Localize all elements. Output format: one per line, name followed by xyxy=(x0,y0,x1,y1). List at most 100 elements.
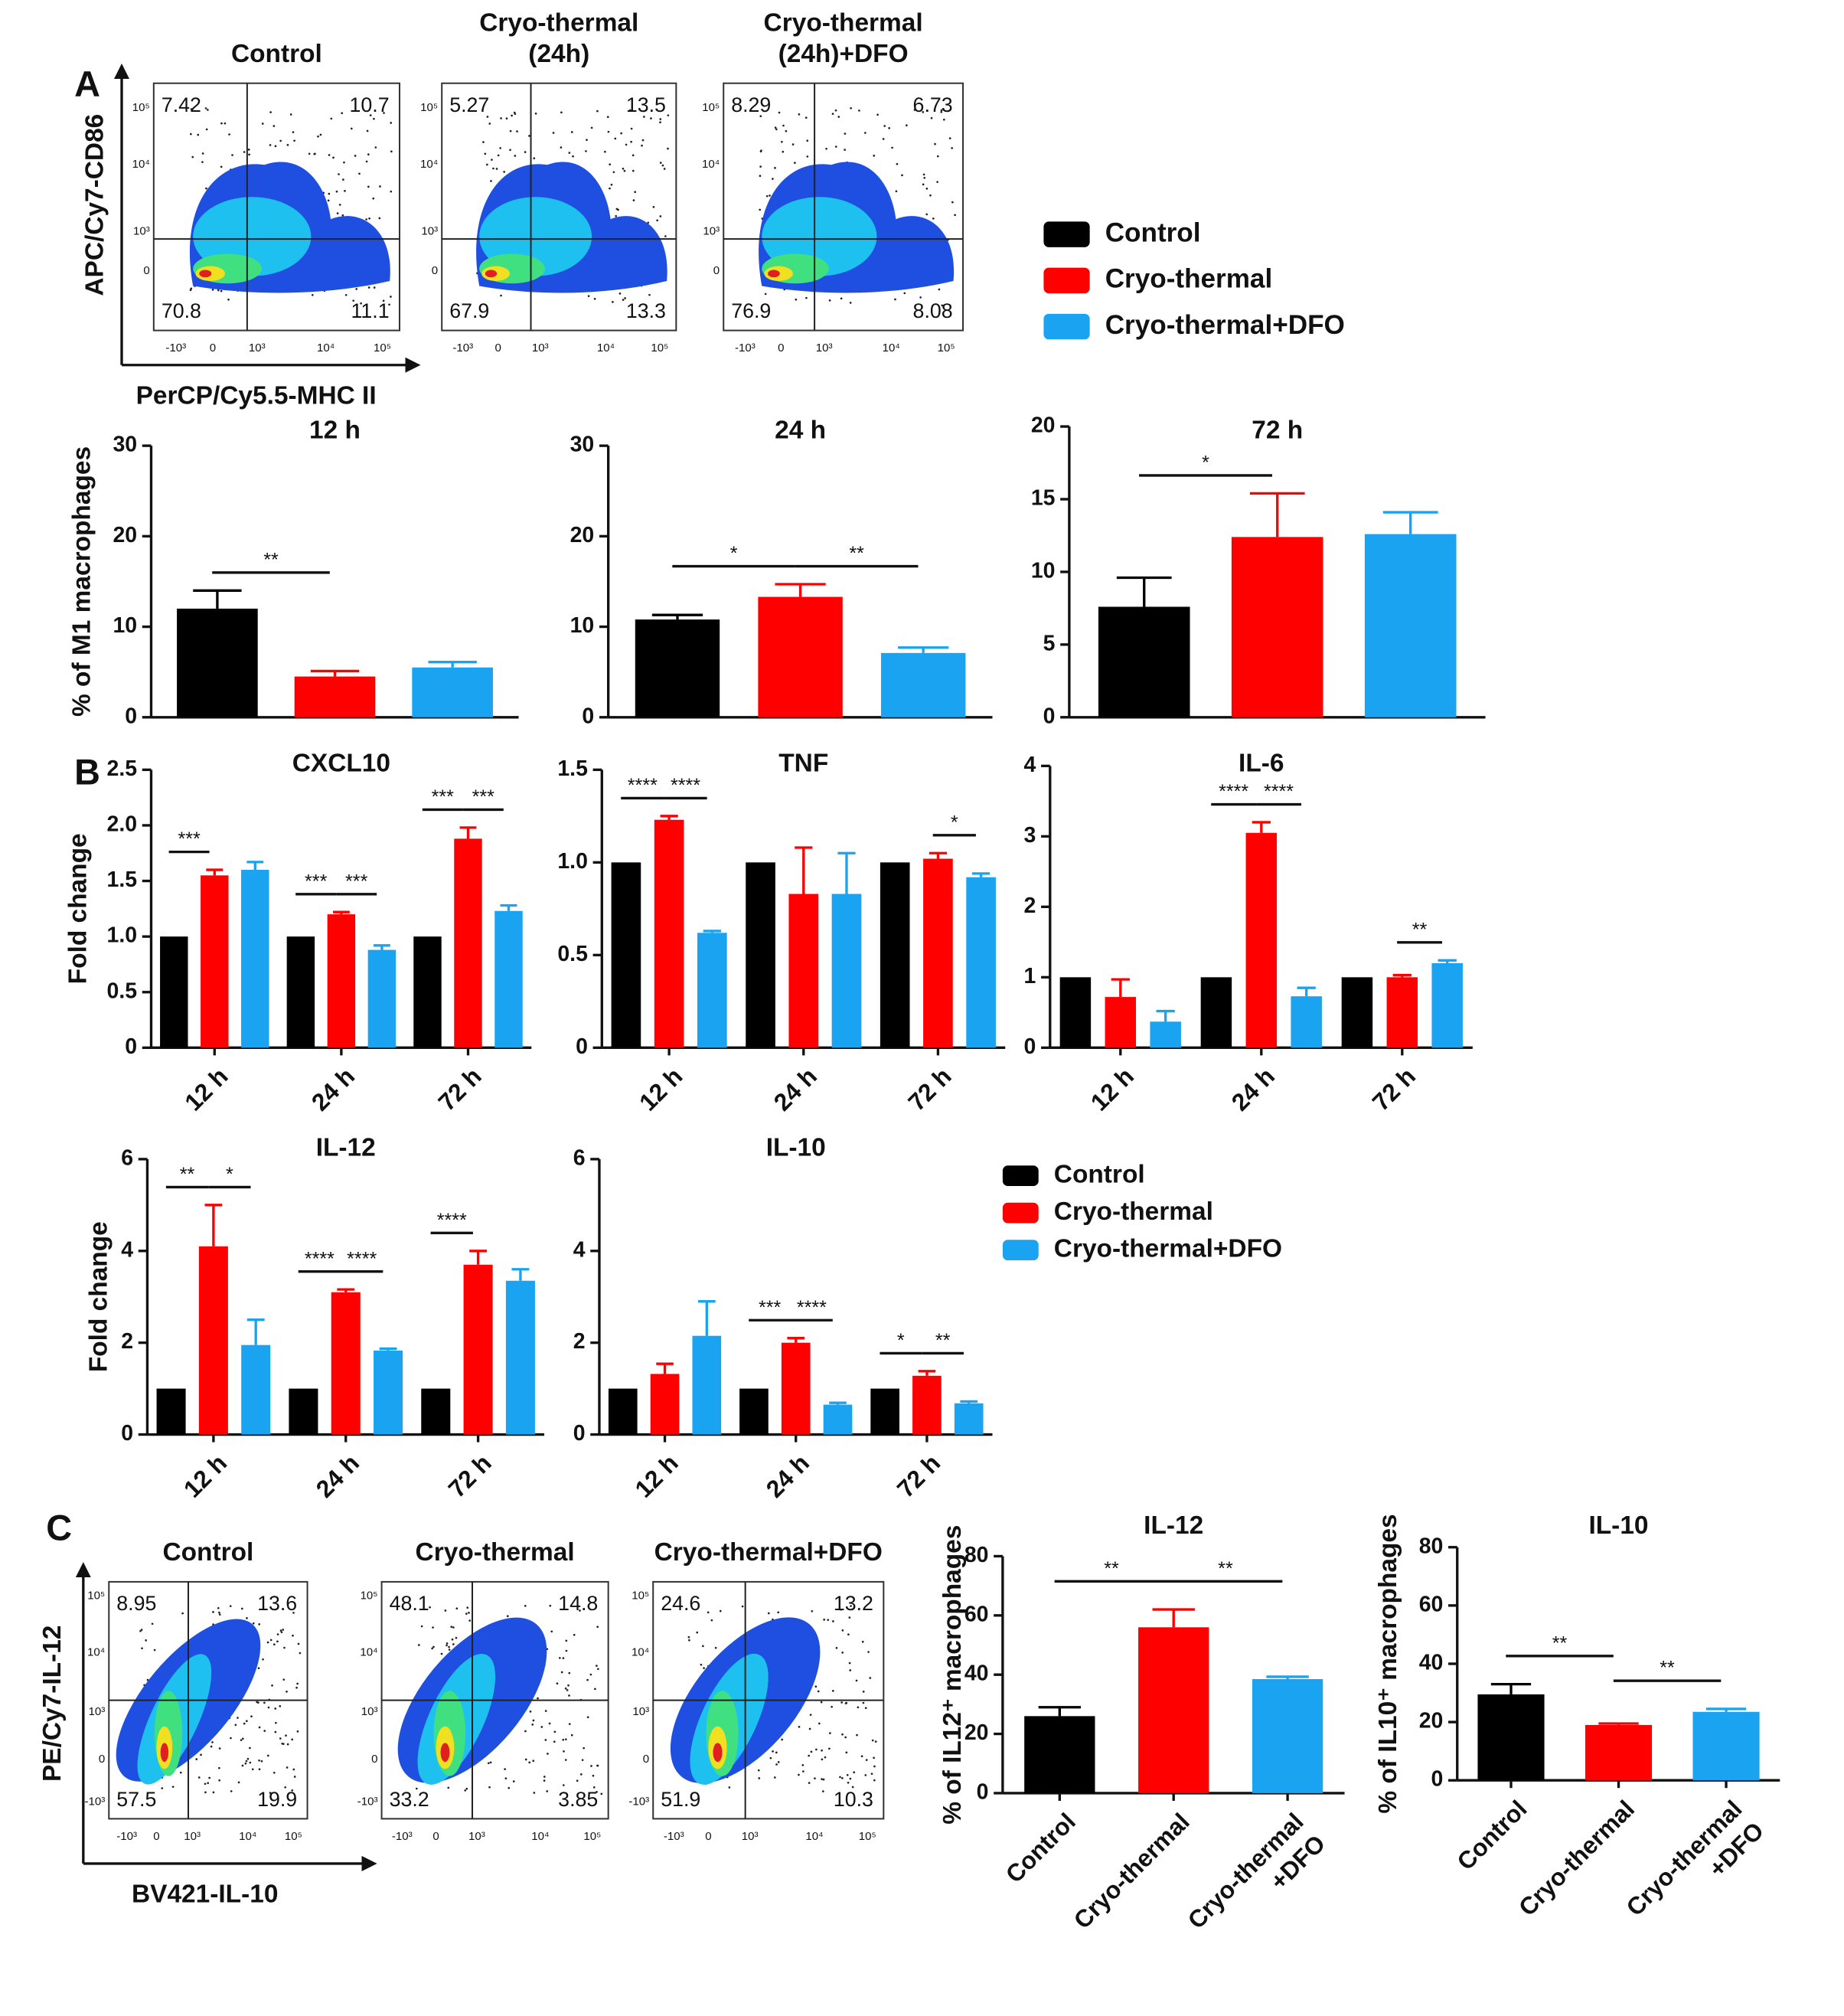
flow-dot xyxy=(841,1776,844,1779)
significance-label: **** xyxy=(797,1297,827,1318)
flow-dot xyxy=(179,1771,182,1774)
flow-dot xyxy=(806,155,809,158)
flow-dot xyxy=(548,1722,551,1725)
flow-title: Cryo-thermal xyxy=(479,9,638,38)
flow-dot xyxy=(869,1677,872,1679)
flow-dot xyxy=(445,1644,448,1647)
flow-dot xyxy=(798,1773,800,1776)
flow-dot xyxy=(821,1749,823,1752)
flow-dot xyxy=(625,143,628,146)
significance-label: **** xyxy=(1264,781,1294,802)
flow-dot xyxy=(930,116,933,119)
flow-dot xyxy=(529,1710,532,1713)
significance-label: * xyxy=(951,812,958,833)
flow-dot xyxy=(821,1790,824,1792)
flow-dot xyxy=(760,149,762,152)
flow-dot xyxy=(293,139,295,142)
y-tick-label: 60 xyxy=(964,1602,989,1626)
flow-dot xyxy=(280,1631,283,1634)
flow-dot xyxy=(139,1629,142,1632)
flow-x-tick: 10⁴ xyxy=(239,1830,256,1843)
flow-dot xyxy=(342,178,344,181)
flow-dot xyxy=(354,155,357,157)
significance-label: **** xyxy=(437,1210,467,1231)
bar xyxy=(1150,1021,1181,1048)
chart-title: IL-6 xyxy=(1239,750,1284,778)
flow-dot xyxy=(524,1730,527,1733)
flow-dot xyxy=(556,1682,559,1685)
bar xyxy=(1105,997,1137,1048)
flow-dot xyxy=(785,129,788,132)
flow-dot xyxy=(245,1720,248,1723)
flow-dot xyxy=(811,1609,814,1612)
flow-dot xyxy=(190,108,193,110)
flow-dot xyxy=(550,1630,553,1633)
flow-dot xyxy=(514,155,517,157)
bar xyxy=(758,596,843,717)
bar xyxy=(697,933,727,1048)
flow-dot xyxy=(841,1629,844,1632)
bar xyxy=(870,1388,899,1435)
flow-dot xyxy=(540,1726,543,1728)
bar-chart: 12 h % of M1 macrophages 0 10 20 30 ** xyxy=(68,417,519,728)
significance-label: *** xyxy=(759,1297,782,1318)
flow-dot xyxy=(596,109,599,113)
flow-dot xyxy=(610,183,613,186)
flow-dot xyxy=(592,1774,595,1777)
bar xyxy=(880,652,966,717)
flow-dot xyxy=(596,1665,598,1667)
flow-dot xyxy=(497,154,500,157)
flow-dot xyxy=(296,1682,299,1685)
y-tick-label: 10 xyxy=(1031,558,1056,583)
bar xyxy=(1231,537,1323,717)
flow-dot xyxy=(230,1790,233,1792)
flow-dot xyxy=(240,1739,243,1742)
bar xyxy=(1098,606,1190,717)
flow-y-tick: 10⁵ xyxy=(361,1589,378,1602)
flow-dot xyxy=(448,1648,451,1651)
x-tick-label: 72 h xyxy=(892,1449,945,1502)
flow-dot xyxy=(212,1611,214,1613)
flow-dot xyxy=(925,213,929,216)
chart-title: IL-12 xyxy=(1144,1511,1203,1540)
flow-dot xyxy=(775,128,778,131)
flow-x-tick: 10⁴ xyxy=(317,341,335,355)
flow-dot xyxy=(818,1722,821,1725)
flow-y-tick: -10³ xyxy=(357,1795,378,1809)
flow-plot: Cryo-thermal+DFO 24.6 13.2 51.9 10.3 10⁵ 10⁴ 10… xyxy=(628,1538,885,1843)
significance-label: * xyxy=(226,1164,233,1185)
flow-dot xyxy=(659,118,662,120)
flow-x-tick: 10³ xyxy=(742,1830,759,1843)
flow-dot xyxy=(567,1684,570,1687)
flow-dot xyxy=(795,298,798,301)
flow-dot xyxy=(367,185,370,188)
flow-dot xyxy=(291,1789,294,1792)
flow-x-tick: 10³ xyxy=(532,341,549,355)
flow-dot xyxy=(378,217,381,220)
bar xyxy=(177,608,258,717)
flow-dot xyxy=(220,122,223,125)
flow-dot xyxy=(828,1747,831,1750)
flow-y-tick: 10³ xyxy=(88,1705,105,1718)
flow-dot xyxy=(140,1629,143,1631)
flow-dot xyxy=(769,1756,772,1760)
flow-dot xyxy=(286,1743,289,1746)
flow-dot xyxy=(207,1782,210,1785)
flow-x-tick: 10³ xyxy=(249,341,266,355)
flow-dot xyxy=(491,158,493,162)
quadrant-value: 8.95 xyxy=(116,1592,156,1615)
flow-dot xyxy=(338,204,341,206)
flow-y-tick: 10⁵ xyxy=(632,1589,649,1602)
y-tick-label: 1.5 xyxy=(107,868,138,892)
bar xyxy=(954,1403,984,1435)
flow-dot xyxy=(465,1612,468,1615)
flow-dot xyxy=(589,1673,592,1676)
x-tick-label: 12 h xyxy=(634,1062,687,1116)
flow-dot xyxy=(490,180,492,182)
flow-dot xyxy=(344,293,348,296)
flow-title: Cryo-thermal+DFO xyxy=(654,1538,883,1567)
chart-title: IL-10 xyxy=(766,1133,826,1162)
y-tick-label: 15 xyxy=(1031,485,1056,510)
flow-dot xyxy=(285,1734,287,1737)
bar xyxy=(1431,962,1463,1048)
